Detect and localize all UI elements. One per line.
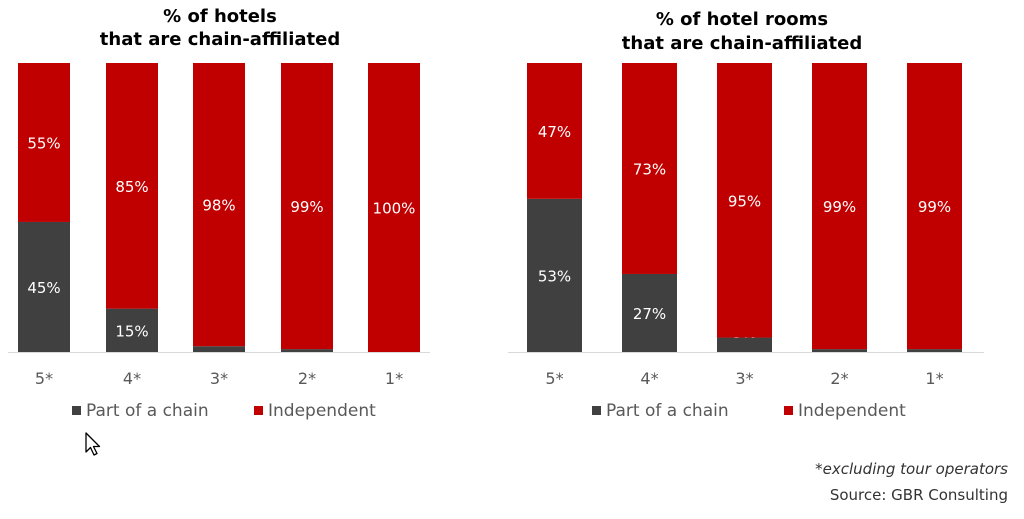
bar-segment-chain <box>622 273 677 352</box>
legend-label: Part of a chain <box>86 401 209 421</box>
x-tick-label: 4* <box>123 369 141 388</box>
data-label: 15% <box>115 322 148 340</box>
x-tick-label: 1* <box>385 369 403 388</box>
bar-segment-chain <box>281 349 333 352</box>
data-label: 99% <box>918 198 951 216</box>
x-tick-label: 2* <box>298 369 316 388</box>
data-label: 53% <box>538 267 571 285</box>
bar-segment-independent <box>527 63 582 199</box>
bar-segment-chain <box>812 349 867 352</box>
data-label: 27% <box>633 305 666 323</box>
bar-segment-independent <box>717 63 772 338</box>
bar-segment-chain <box>193 346 245 352</box>
x-tick-label: 2* <box>830 369 848 388</box>
data-label: 95% <box>728 192 761 210</box>
x-tick-label: 4* <box>640 369 658 388</box>
bar-segment-chain <box>106 308 158 352</box>
chart-title-line: % of hotels <box>163 6 277 27</box>
bar-segment-independent <box>907 63 962 350</box>
bar-segment-chain <box>18 221 70 352</box>
data-label: 73% <box>633 160 666 178</box>
bar-segment-independent <box>281 63 333 350</box>
chart-title-line: % of hotel rooms <box>656 9 828 30</box>
bar-segment-independent <box>368 63 420 352</box>
data-label: 45% <box>27 279 60 297</box>
data-label: 98% <box>202 197 235 215</box>
x-tick-label: 1* <box>925 369 943 388</box>
bar-segment-independent <box>18 63 70 222</box>
bar-segment-chain <box>527 198 582 352</box>
x-tick-label: 5* <box>35 369 53 388</box>
bar-segment-independent <box>106 63 158 309</box>
data-label: 100% <box>373 200 416 218</box>
bar-segment-independent <box>193 63 245 347</box>
data-label: 85% <box>115 178 148 196</box>
legend-swatch <box>784 406 793 415</box>
x-tick-label: 5* <box>545 369 563 388</box>
bar-segment-independent <box>812 63 867 350</box>
x-tick-label: 3* <box>210 369 228 388</box>
bar-segment-independent <box>622 63 677 274</box>
bar-segment-chain <box>717 337 772 352</box>
legend-swatch <box>254 406 263 415</box>
bar-segment-chain <box>907 349 962 352</box>
legend-swatch <box>592 406 601 415</box>
chart-title-line: that are chain-affiliated <box>622 33 862 54</box>
footnote-source: Source: GBR Consulting <box>829 486 1008 504</box>
data-label: 99% <box>823 198 856 216</box>
data-label: 47% <box>538 123 571 141</box>
data-label: 99% <box>290 198 323 216</box>
legend-swatch <box>72 406 81 415</box>
mouse-pointer-icon <box>85 432 103 462</box>
footnote-note: *excluding tour operators <box>815 460 1008 478</box>
chart-hotel-rooms: % of hotel rooms that are chain-affiliate… <box>508 9 984 421</box>
x-tick-label: 3* <box>735 369 753 388</box>
legend-label: Independent <box>798 401 906 421</box>
legend-label: Part of a chain <box>606 401 729 421</box>
legend-label: Independent <box>268 401 376 421</box>
chart-title-line: that are chain-affiliated <box>100 29 340 50</box>
data-label: 55% <box>27 134 60 152</box>
